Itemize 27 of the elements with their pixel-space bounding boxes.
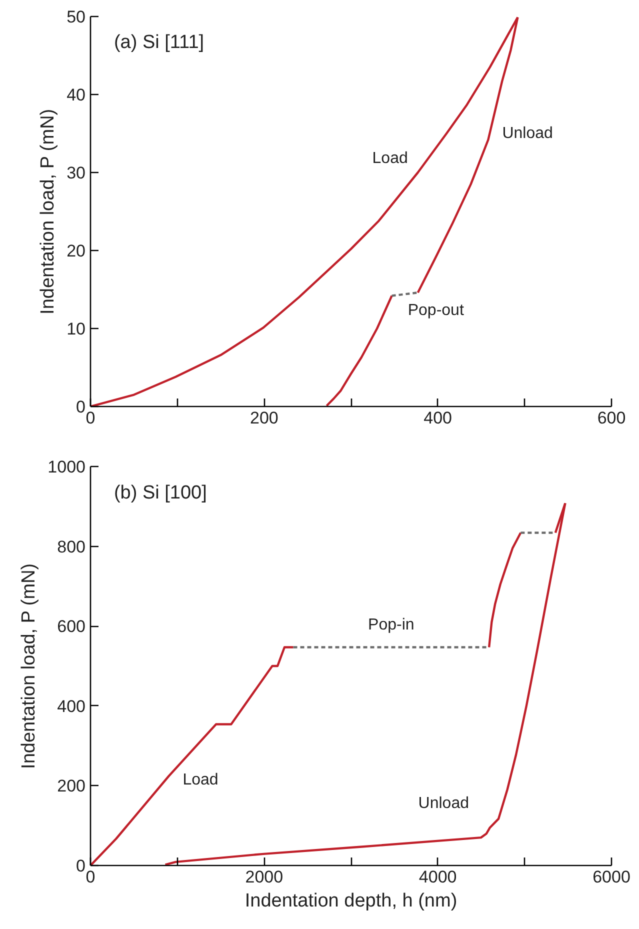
y-tick-label: 20 — [66, 242, 86, 260]
y-tick-label: 800 — [57, 537, 86, 556]
x-tick-label: 600 — [597, 408, 626, 428]
x-tick-label: 200 — [250, 408, 278, 428]
text: (a) Si [111] — [114, 32, 204, 54]
y-tick-label: 1000 — [48, 458, 86, 476]
y-axis-title: Indentation load, P (mN) — [18, 563, 40, 769]
y-tick-label: 400 — [57, 696, 86, 716]
series-label: Pop-in — [368, 616, 414, 634]
y-tick-label: 200 — [57, 776, 86, 796]
y-tick-label: 10 — [66, 320, 86, 338]
x-tick-label: 6000 — [592, 868, 630, 886]
x-tick-label: 2000 — [245, 868, 284, 886]
x-axis-title: Indentation depth, h (nm) — [244, 890, 458, 912]
x-tick-label: 4000 — [418, 868, 457, 886]
y-tick-label: 50 — [66, 8, 86, 26]
y-tick-label: 40 — [66, 86, 86, 104]
series-label: Unload — [418, 795, 469, 812]
y-tick-label: 30 — [66, 164, 86, 182]
y-axis-title: Indentation load, P (mN) — [38, 108, 59, 314]
series-label: Load — [182, 772, 218, 789]
text: (b) Si [100] — [114, 482, 207, 504]
series-label: Pop-out — [408, 302, 464, 320]
series-label: Load — [372, 150, 408, 167]
x-tick-label: 400 — [424, 408, 452, 428]
y-tick-label: 600 — [57, 617, 86, 636]
series-label: Unload — [502, 125, 553, 142]
